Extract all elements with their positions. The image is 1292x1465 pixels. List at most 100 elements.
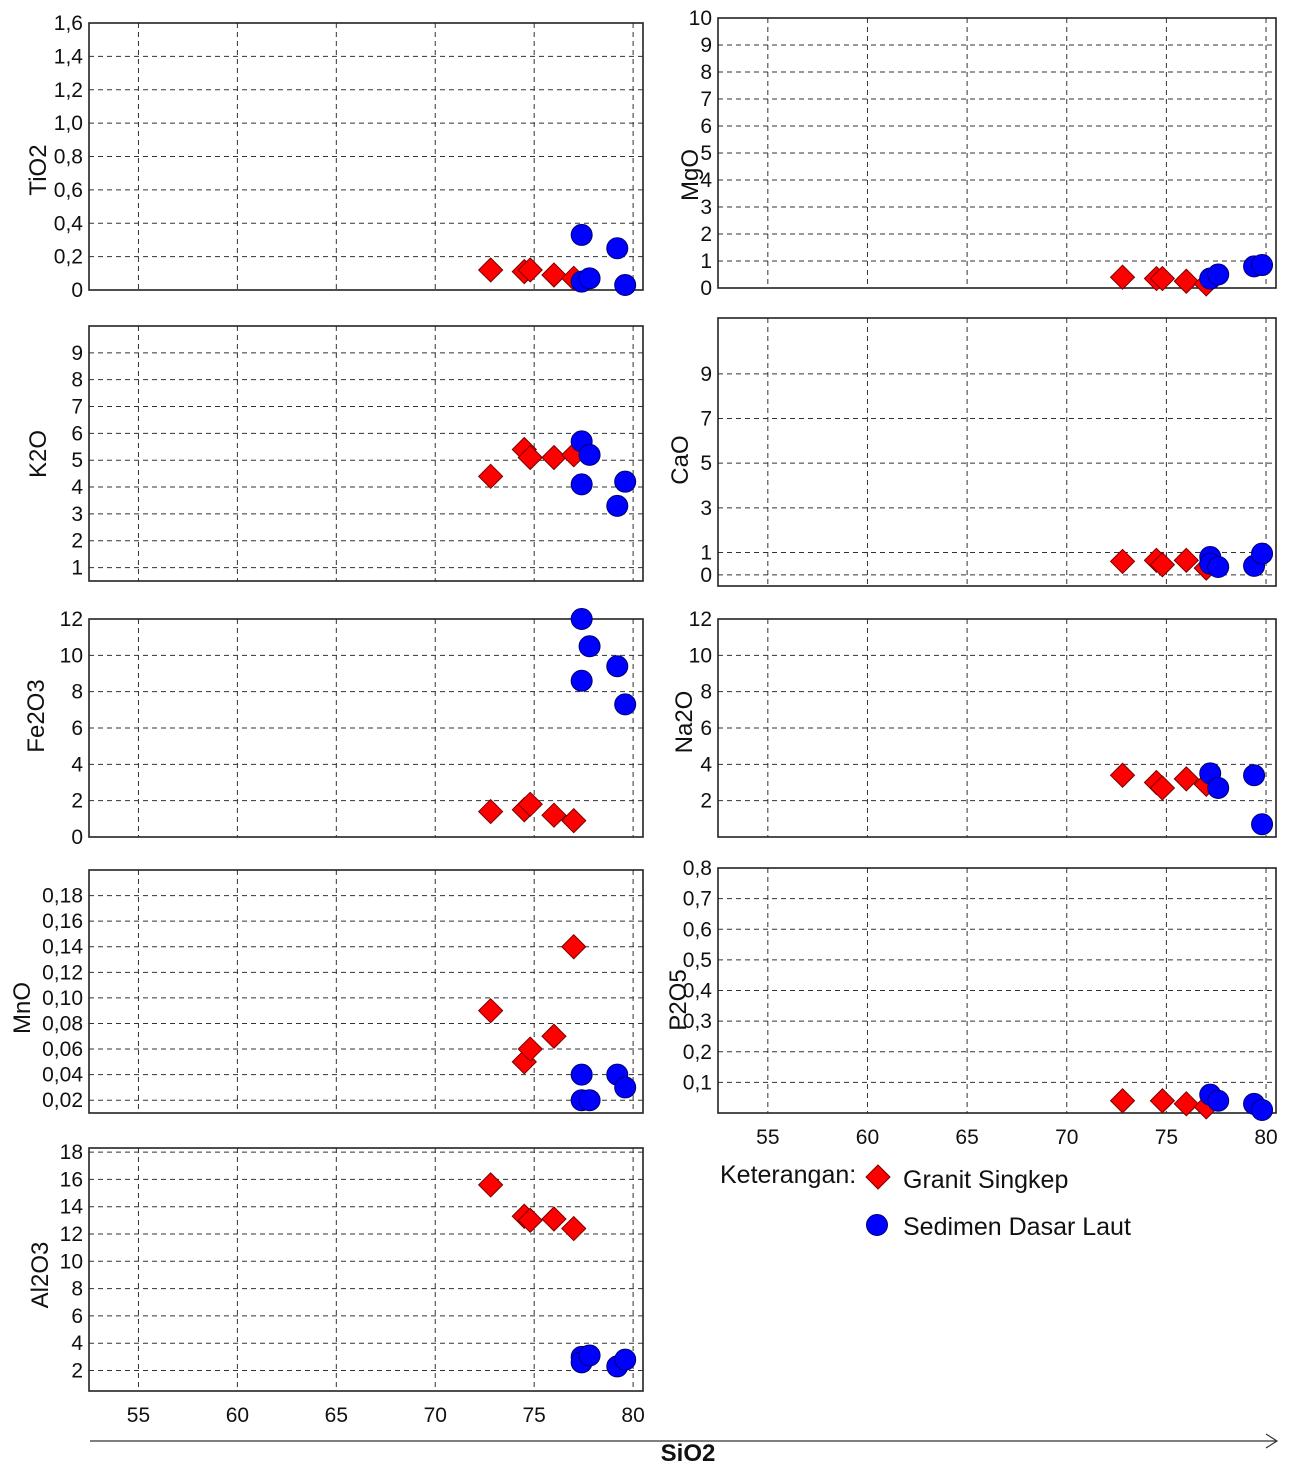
plot-frame <box>717 618 1277 838</box>
point-granit-singkep <box>1173 766 1200 792</box>
ytick-label: 1,6 <box>54 12 83 35</box>
yaxis-title: P2O5 <box>665 969 692 1030</box>
ytick-label: 2 <box>700 223 712 246</box>
panel-cao: 01 3 5 7 9 CaO <box>667 317 1277 587</box>
ytick-label: 5 <box>700 142 712 165</box>
ytick-label: 0,16 <box>42 910 83 933</box>
point-sedimen-dasar-laut <box>578 267 601 290</box>
point-granit-singkep <box>541 444 567 471</box>
ytick-label: 0,08 <box>42 1012 83 1035</box>
ytick-label: 1,4 <box>54 45 84 68</box>
plot-frame <box>88 22 644 291</box>
xtick-label: 60 <box>856 1126 879 1149</box>
point-sedimen-dasar-laut <box>1251 813 1274 836</box>
point-sedimen-dasar-laut <box>614 693 637 716</box>
xtick-label: 60 <box>226 1404 249 1427</box>
ytick-label: 8 <box>71 681 83 704</box>
legend-label-granit: Granit Singkep <box>903 1166 1068 1194</box>
point-granit-singkep <box>561 1215 587 1242</box>
ytick-label: 0,7 <box>683 888 712 911</box>
point-granit-singkep <box>1109 548 1136 575</box>
xtick-label: 70 <box>1055 1126 1078 1149</box>
xtick-label: 65 <box>955 1126 978 1149</box>
point-sedimen-dasar-laut <box>614 273 637 296</box>
xtick-label: 80 <box>621 1404 644 1427</box>
yaxis-title: TiO2 <box>25 144 52 195</box>
xtick-label: 55 <box>127 1404 150 1427</box>
yaxis-title: MnO <box>9 982 36 1034</box>
point-sedimen-dasar-laut <box>578 443 601 466</box>
point-granit-singkep <box>541 1023 567 1049</box>
xtick-label: 70 <box>424 1404 447 1427</box>
ytick-label: 16 <box>60 1168 83 1191</box>
ytick-label: 0,3 <box>683 1010 712 1033</box>
ytick-label: 8 <box>71 369 83 392</box>
point-sedimen-dasar-laut <box>614 1348 637 1371</box>
point-sedimen-dasar-laut <box>1207 263 1230 286</box>
point-sedimen-dasar-laut <box>614 470 637 493</box>
ytick-label: 1,0 <box>54 112 83 135</box>
plot-frame <box>88 325 644 582</box>
ytick-label: 0,18 <box>42 885 83 908</box>
plot-frame <box>88 1147 644 1392</box>
point-sedimen-dasar-laut <box>578 1089 601 1112</box>
ytick-label: 9 <box>700 34 712 57</box>
ytick-label: 0,4 <box>54 212 84 235</box>
ytick-label: 0 <box>71 279 83 302</box>
panel-mno: 0,020,04 0,06 0,080,10 0,120,14 0,160,18 MnO <box>9 869 644 1114</box>
ytick-label: 3 <box>700 497 712 520</box>
ytick-label: 7 <box>700 88 712 111</box>
ytick-label: 4 <box>71 476 83 499</box>
ytick-label: 5 <box>71 449 83 472</box>
ytick-label: 0,2 <box>54 246 83 269</box>
point-granit-singkep <box>1173 547 1200 574</box>
ytick-label: 5 <box>700 452 712 475</box>
yaxis-title: Na2O <box>671 691 698 754</box>
ytick-label: 10 <box>689 7 712 30</box>
panel-tio2: 0 0,2 0,4 0,6 0,8 1,0 1,2 1,4 1,6 TiO2 <box>25 12 644 302</box>
ytick-label: 0,12 <box>42 961 83 984</box>
point-granit-singkep <box>517 1207 543 1234</box>
ytick-label: 0,8 <box>54 146 83 169</box>
panel-fe2o3: 0 2 4 6 8 10 12 Fe2O3 <box>23 608 644 849</box>
point-granit-singkep <box>561 807 587 834</box>
ytick-label: 3 <box>71 503 83 526</box>
ytick-label: 0,5 <box>683 949 712 972</box>
point-sedimen-dasar-laut <box>578 1344 601 1367</box>
xaxis-arrow <box>90 1433 1279 1449</box>
ytick-label: 1,2 <box>54 79 83 102</box>
ytick-label: 12 <box>60 1223 83 1246</box>
ytick-label: 6 <box>71 717 83 740</box>
ytick-label: 0,6 <box>54 179 83 202</box>
xtick-label: 80 <box>1254 1126 1277 1149</box>
ytick-label: 7 <box>700 408 712 431</box>
ytick-label: 6 <box>700 717 712 740</box>
point-granit-singkep <box>517 444 543 471</box>
ytick-label: 4 <box>71 753 83 776</box>
panel-mgo: 0 1 2 3 4 5 6 7 8 9 10 MgO <box>677 7 1277 300</box>
point-granit-singkep <box>541 802 567 828</box>
legend-label-sedimen: Sedimen Dasar Laut <box>903 1213 1131 1241</box>
point-granit-singkep <box>1149 775 1176 801</box>
point-granit-singkep <box>1149 1088 1176 1114</box>
plot-frame <box>88 869 644 1114</box>
point-granit-singkep <box>1149 265 1176 292</box>
legend: Keterangan: Granit Singkep Sedimen Dasar… <box>720 1161 1131 1241</box>
ytick-label: 6 <box>700 115 712 138</box>
ytick-label: 0,14 <box>42 936 83 959</box>
legend-title: Keterangan: <box>720 1161 856 1189</box>
yaxis-title: Fe2O3 <box>23 679 50 752</box>
ytick-label: 1 <box>71 557 83 580</box>
point-sedimen-dasar-laut <box>614 1076 637 1099</box>
point-sedimen-dasar-laut <box>1251 1098 1274 1121</box>
point-sedimen-dasar-laut <box>570 669 593 692</box>
point-sedimen-dasar-laut <box>1251 542 1274 565</box>
ytick-label: 1 <box>700 250 712 273</box>
point-sedimen-dasar-laut <box>1243 764 1266 787</box>
ytick-label: 0,10 <box>42 987 83 1010</box>
ytick-label: 0,04 <box>42 1064 83 1087</box>
point-granit-singkep <box>477 798 504 825</box>
point-sedimen-dasar-laut <box>606 655 629 678</box>
ytick-label: 14 <box>60 1196 84 1219</box>
point-granit-singkep <box>561 934 587 960</box>
